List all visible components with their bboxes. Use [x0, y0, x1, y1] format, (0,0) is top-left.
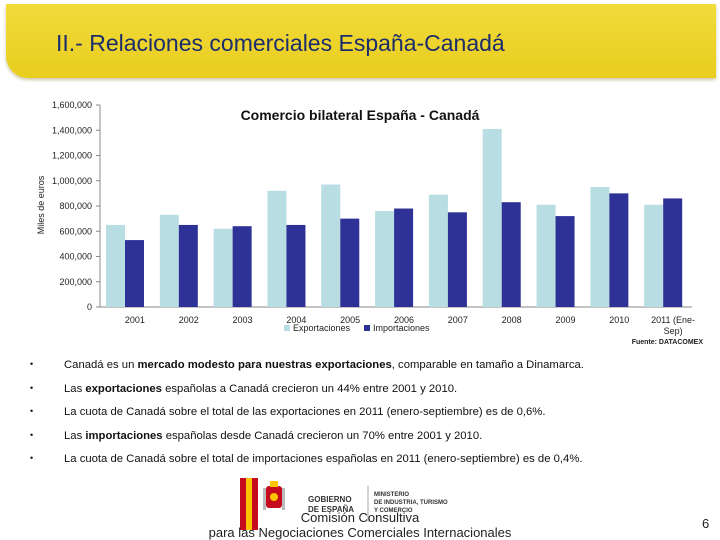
- bullet-text: Las exportaciones españolas a Canadá cre…: [64, 383, 457, 395]
- bullet-text-run: La cuota de Canadá sobre el total de imp…: [64, 453, 583, 465]
- bar-importaciones-2002: [178, 224, 198, 307]
- footer-text: Comisión Consultiva para las Negociacion…: [180, 510, 540, 540]
- y-axis-title: Miles de euros: [36, 175, 46, 234]
- bar-exportaciones-2011enesep: [644, 204, 664, 307]
- bullet-text: La cuota de Canadá sobre el total de las…: [64, 406, 545, 418]
- bullet-text-bold: exportaciones: [85, 382, 162, 395]
- bar-importaciones-2011enesep: [663, 198, 683, 307]
- page-number: 6: [702, 516, 710, 531]
- bullet-dot-icon: •: [30, 359, 34, 369]
- bullet-item: • La cuota de Canadá sobre el total de im…: [30, 449, 710, 473]
- bar-importaciones-2003: [232, 226, 252, 307]
- bar-importaciones-2007: [447, 212, 467, 307]
- bar-exportaciones-2006: [375, 211, 395, 307]
- bar-exportaciones-2009: [536, 204, 556, 307]
- y-tick-label: 1,200,000: [52, 151, 92, 161]
- bar-importaciones-2009: [555, 216, 575, 307]
- title-band: II.- Relaciones comerciales España-Canad…: [0, 0, 720, 80]
- x-tick-label: Sep): [664, 326, 683, 336]
- chart-source: Fuente: DATACOMEX: [632, 339, 704, 346]
- government-logo: GOBIERNO DE ESPAÑA MINISTERIO DE INDUSTR…: [240, 478, 448, 530]
- footer-line-1: Comisión Consultiva: [300, 510, 420, 525]
- svg-text:Y COMERCIO: Y COMERCIO: [374, 508, 413, 514]
- slide-title: II.- Relaciones comerciales España-Canad…: [56, 30, 505, 56]
- x-tick-label: 2006: [394, 315, 414, 325]
- bullet-text-run: , comparable en tamaño a Dinamarca.: [391, 359, 584, 371]
- bullet-text-run: Las: [64, 382, 86, 395]
- y-tick-label: 1,400,000: [52, 125, 92, 135]
- bullet-item: • Las exportaciones españolas a Canadá cr…: [30, 379, 710, 403]
- chart-title: Comercio bilateral España - Canadá: [241, 107, 480, 123]
- bar-exportaciones-2010: [590, 187, 610, 307]
- legend-label-importaciones: Importaciones: [373, 323, 430, 333]
- bullet-item: • Las importaciones españolas desde Canad…: [30, 426, 710, 450]
- y-tick-label: 400,000: [59, 252, 92, 262]
- y-tick-label: 200,000: [59, 277, 92, 287]
- bar-exportaciones-2005: [321, 184, 341, 307]
- x-tick-label: 2007: [448, 315, 468, 325]
- x-tick-label: 2009: [555, 315, 575, 325]
- bullet-text-run: Canadá es un: [64, 359, 138, 371]
- bullet-text-run: La cuota de Canadá sobre el total de las…: [64, 406, 546, 418]
- bullet-text-run: Las: [64, 429, 86, 442]
- svg-text:DE INDUSTRIA, TURISMO: DE INDUSTRIA, TURISMO: [374, 500, 448, 506]
- x-tick-label: 2003: [233, 315, 253, 325]
- title-box: II.- Relaciones comerciales España-Canad…: [6, 4, 716, 78]
- bar-exportaciones-2001: [106, 224, 125, 307]
- bullet-text-run: españolas desde Canadá crecieron un 70% …: [162, 429, 483, 442]
- bar-importaciones-2001: [125, 240, 144, 307]
- legend-swatch-importaciones: [364, 325, 370, 331]
- y-tick-label: 800,000: [59, 201, 92, 211]
- bar-exportaciones-2003: [213, 228, 233, 307]
- bullet-text: Las importaciones españolas desde Canadá…: [64, 430, 482, 442]
- svg-text:GOBIERNO: GOBIERNO: [308, 495, 352, 504]
- bar-exportaciones-2007: [428, 194, 448, 307]
- bar-exportaciones-2008: [482, 128, 502, 307]
- bar-importaciones-2008: [501, 202, 521, 307]
- bar-importaciones-2004: [286, 224, 306, 307]
- y-tick-label: 600,000: [59, 226, 92, 236]
- x-tick-label: 2005: [340, 315, 360, 325]
- x-tick-label: 2011 (Ene-: [651, 315, 695, 325]
- bullet-text-bold: importaciones: [85, 429, 163, 442]
- bar-importaciones-2005: [340, 218, 360, 307]
- x-tick-label: 2004: [286, 315, 306, 325]
- bullet-text: La cuota de Canadá sobre el total de imp…: [64, 453, 583, 465]
- x-tick-label: 2008: [502, 315, 522, 325]
- svg-text:DE ESPAÑA: DE ESPAÑA: [308, 505, 354, 514]
- bullet-dot-icon: •: [30, 382, 34, 393]
- bar-exportaciones-2004: [267, 190, 287, 307]
- coat-of-arms-icon: [263, 481, 285, 510]
- bar-exportaciones-2002: [159, 214, 179, 307]
- bar-importaciones-2006: [394, 208, 414, 307]
- x-tick-label: 2001: [125, 315, 145, 325]
- x-tick-label: 2002: [179, 315, 199, 325]
- x-tick-label: 2010: [609, 315, 629, 325]
- legend-swatch-exportaciones: [284, 325, 290, 331]
- bullet-text-bold: mercado modesto para nuestras exportacio…: [137, 359, 392, 371]
- bullet-text: Canadá es un mercado modesto para nuestr…: [64, 359, 584, 371]
- bullet-dot-icon: •: [30, 406, 34, 416]
- bilateral-trade-chart: 0 200,000 400,000 600,000 800,000 1,000,000 1,…: [36, 100, 704, 346]
- bar-importaciones-2010: [609, 193, 629, 307]
- bullet-text-run: españolas a Canadá crecieron un 44% entr…: [161, 382, 458, 395]
- y-tick-label: 0: [87, 302, 92, 312]
- y-tick-label: 1,000,000: [52, 176, 92, 186]
- bullet-item: • Canadá es un mercado modesto para nuest…: [30, 355, 710, 379]
- footer-line-2: para las Negociaciones Comerciales Inter…: [208, 525, 512, 540]
- svg-text:MINISTERIO: MINISTERIO: [374, 492, 409, 498]
- legend-label-exportaciones: Exportaciones: [293, 323, 351, 333]
- bullet-dot-icon: •: [30, 453, 34, 463]
- bullet-list: • Canadá es un mercado modesto para nuest…: [30, 355, 710, 473]
- bullet-item: • La cuota de Canadá sobre el total de la…: [30, 402, 710, 426]
- y-tick-label: 1,600,000: [52, 100, 92, 110]
- bullet-dot-icon: •: [30, 429, 34, 440]
